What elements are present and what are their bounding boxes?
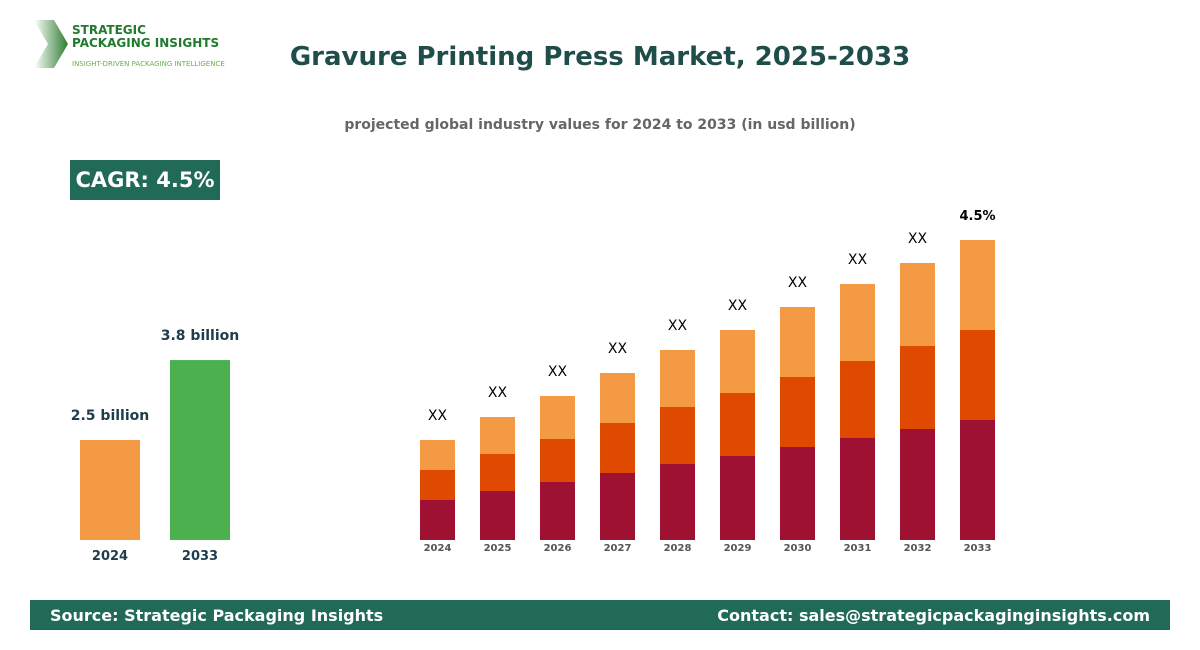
x-tick-label: 2032: [904, 543, 932, 554]
footer: Source: Strategic Packaging Insights Con…: [30, 600, 1170, 630]
data-label: XX: [908, 231, 928, 247]
x-tick-label: 2028: [664, 543, 692, 554]
data-label: XX: [488, 385, 508, 401]
bar-segment-2031-1: [840, 361, 875, 438]
data-label: 4.5%: [959, 209, 995, 224]
bar-segment-2030-2: [780, 307, 815, 377]
bar-segment-2024-2: [420, 440, 455, 470]
bar-segment-2026-0: [540, 482, 575, 540]
cagr-badge: CAGR: 4.5%: [70, 160, 220, 200]
bar-segment-2032-2: [900, 263, 935, 346]
bar-segment-2027-0: [600, 473, 635, 540]
data-label: 2.5 billion: [71, 408, 149, 424]
data-label: 3.8 billion: [161, 328, 239, 344]
data-label: XX: [548, 364, 568, 380]
data-label: XX: [788, 275, 808, 291]
x-tick-label: 2029: [724, 543, 752, 554]
bar-2024: [80, 440, 140, 540]
bar-segment-2030-0: [780, 447, 815, 540]
bar-segment-2033-0: [960, 420, 995, 540]
bar-segment-2025-1: [480, 454, 515, 491]
bar-segment-2028-2: [660, 350, 695, 407]
bar-segment-2026-2: [540, 396, 575, 439]
logo-line1: STRATEGIC: [72, 23, 146, 37]
x-tick-label: 2030: [784, 543, 812, 554]
chevron-logo-icon: [34, 20, 68, 68]
x-tick-label: 2033: [182, 549, 218, 564]
x-tick-label: 2031: [844, 543, 872, 554]
bar-segment-2027-1: [600, 423, 635, 473]
bar-segment-2030-1: [780, 377, 815, 447]
data-label: XX: [608, 341, 628, 357]
bar-segment-2032-1: [900, 346, 935, 429]
x-tick-label: 2027: [604, 543, 632, 554]
x-tick-label: 2024: [424, 543, 452, 554]
bar-segment-2025-0: [480, 491, 515, 540]
logo-line2: PACKAGING INSIGHTS: [72, 36, 220, 50]
bar-segment-2026-1: [540, 439, 575, 482]
x-tick-label: 2025: [484, 543, 512, 554]
bar-segment-2027-2: [600, 373, 635, 423]
chart-subtitle: projected global industry values for 202…: [344, 117, 856, 133]
data-label: XX: [848, 252, 868, 268]
bar-2033: [170, 360, 230, 540]
x-tick-label: 2026: [544, 543, 572, 554]
bar-segment-2031-0: [840, 438, 875, 540]
bar-segment-2029-1: [720, 393, 755, 456]
bar-segment-2033-1: [960, 330, 995, 420]
bar-segment-2029-0: [720, 456, 755, 540]
contact-text[interactable]: Contact: sales@strategicpackaginginsight…: [717, 605, 1150, 625]
bar-segment-2028-0: [660, 464, 695, 540]
logo-tagline: INSIGHT-DRIVEN PACKAGING INTELLIGENCE: [72, 60, 225, 68]
bar-segment-2031-2: [840, 284, 875, 361]
source-text: Source: Strategic Packaging Insights: [50, 605, 384, 625]
bar-segment-2024-1: [420, 470, 455, 500]
bar-segment-2029-2: [720, 330, 755, 393]
bar-segment-2024-0: [420, 500, 455, 540]
bar-segment-2032-0: [900, 429, 935, 540]
x-tick-label: 2033: [964, 543, 992, 554]
data-label: XX: [668, 318, 688, 334]
bar-segment-2028-1: [660, 407, 695, 464]
logo: STRATEGIC PACKAGING INSIGHTS INSIGHT-DRI…: [30, 18, 230, 73]
bar-segment-2025-2: [480, 417, 515, 454]
data-label: XX: [728, 298, 748, 314]
x-tick-label: 2024: [92, 549, 128, 564]
data-label: XX: [428, 408, 448, 424]
chart-title: Gravure Printing Press Market, 2025-2033: [289, 42, 911, 72]
bar-segment-2033-2: [960, 240, 995, 330]
